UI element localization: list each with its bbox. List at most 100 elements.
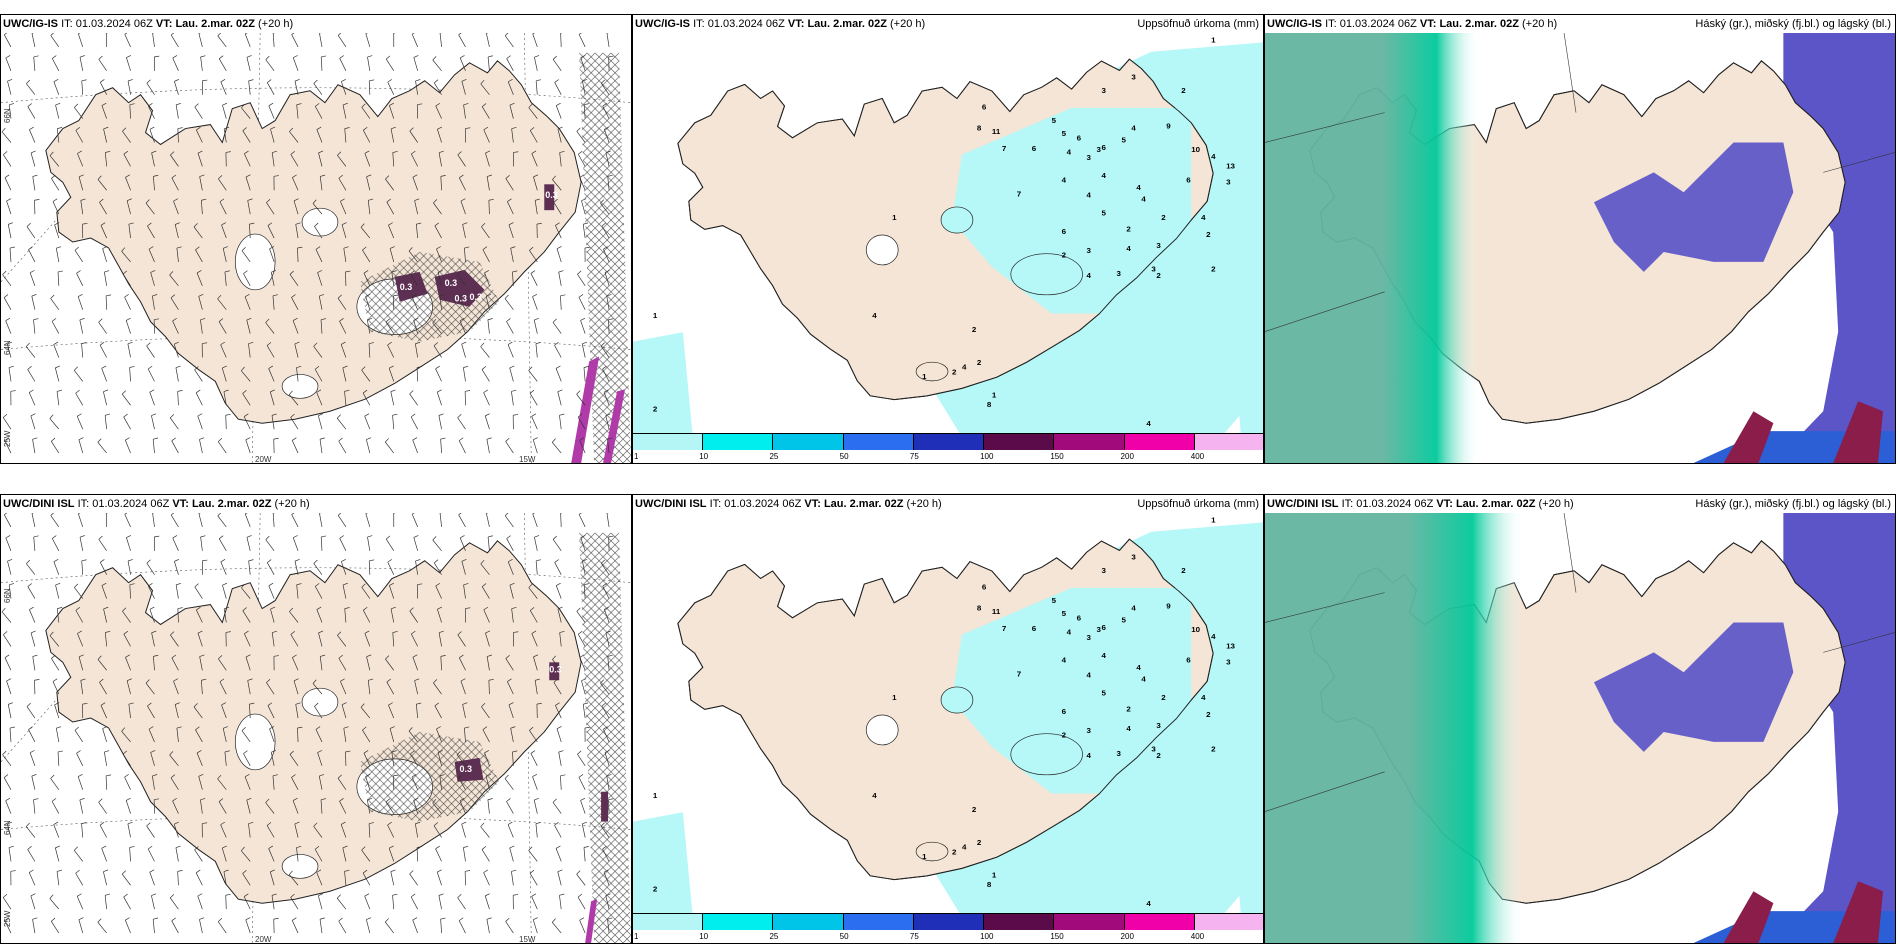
wind-barb [343,248,347,262]
wind-barb-tick [218,175,223,180]
wind-barb [552,659,562,671]
wind-barb [432,539,442,552]
wind-barb [391,271,395,286]
wind-barb [194,849,203,862]
glacier-outline [865,714,899,746]
wind-barb-tick [246,55,252,58]
wind-barb [532,776,538,790]
precip-total-label: 6 [1186,656,1191,665]
wind-barb-tick [337,33,342,36]
wind-barb [413,57,419,71]
wind-barb-tick [408,727,413,732]
wind-barb-tick [321,535,327,538]
wind-barb-tick [463,583,469,586]
wind-barb-tick [316,869,322,873]
precip-area [1231,304,1263,437]
wind-barb [101,368,107,382]
wind-barb-tick [146,342,151,347]
legend-swatch [843,433,914,450]
wind-barb-tick [129,103,135,106]
wind-barb [199,656,203,671]
wind-barb-tick [49,631,54,636]
wind-barb [32,656,36,671]
wind-barb [390,608,395,623]
precip-total-label: 9 [1166,122,1170,131]
wind-barb [390,128,395,143]
wind-barb-tick [361,103,366,108]
wind-barb-tick [122,750,128,755]
wind-barb-tick [199,917,205,920]
wind-barb [579,177,586,191]
wind-barb [600,683,610,695]
wind-barb [459,320,466,334]
wind-barb-tick [171,174,177,179]
wind-barb [506,321,514,334]
wind-barb [49,898,60,910]
wind-barb [172,57,179,71]
high-cloud [1265,33,1480,463]
wind-barb-tick [316,126,322,130]
wind-barb-tick [244,150,249,155]
wind-barb-tick [73,366,78,371]
wind-barb-tick [106,294,112,297]
wind-barb-tick [439,294,445,297]
wind-barb [368,560,371,575]
wind-barb-tick [552,175,557,180]
wind-barb-tick [580,797,586,801]
wind-barb-tick [7,821,13,825]
wind-barb-tick [480,342,485,347]
wind-barb [173,344,179,358]
wind-barb [201,200,203,215]
wind-barb [600,345,610,358]
wind-barb [337,635,347,647]
wind-barb-tick [409,390,414,395]
wind-barb-tick [536,222,542,225]
wind-barb [507,681,514,695]
wind-barb [529,393,538,406]
icing-blob [394,271,428,302]
precip-total-label: 5 [1052,116,1057,125]
wind-barb-tick [315,246,321,250]
wind-barb-tick [199,654,205,657]
wind-barb-tick [121,727,126,732]
wind-barb-tick [246,535,252,538]
wind-barb-tick [462,222,468,225]
wind-barb [57,271,60,286]
wind-barb-tick [196,606,201,611]
wind-barb-tick [528,583,533,588]
wind-barb [409,130,418,143]
wind-barb-tick [266,342,272,346]
wind-barb-tick [102,726,108,729]
iceland-land [45,60,582,424]
wind-barb [124,440,131,454]
wind-barb [505,658,514,671]
wind-barb-tick [413,797,419,801]
wind-barb [576,131,586,143]
wind-barb-tick [5,317,11,322]
wind-barb-tick [536,702,542,705]
wind-barb-tick [243,270,248,274]
wind-barb [533,176,538,191]
wind-barb-tick [170,513,175,516]
wind-barb-tick [534,797,539,801]
wind-barb-tick [171,437,176,442]
wind-barb-tick [246,317,252,321]
wind-barb-tick [244,293,250,298]
wind-barb-tick [193,223,198,228]
wind-barb [291,34,299,48]
wind-barb [175,367,179,382]
wind-barb [582,224,586,239]
wind-barb-tick [291,294,296,298]
wind-barb-tick [386,678,392,683]
wind-barb [555,368,562,382]
wind-barb-tick [558,270,564,273]
wind-barb [602,106,610,119]
wind-barb [554,345,562,358]
wind-barb-tick [582,79,588,82]
wind-barb-tick [600,342,605,347]
wind-barb [531,416,538,430]
wind-barb-tick [272,774,278,777]
wind-barb-tick [9,103,15,106]
wind-barb [122,611,131,623]
wind-barb-tick [49,414,54,419]
